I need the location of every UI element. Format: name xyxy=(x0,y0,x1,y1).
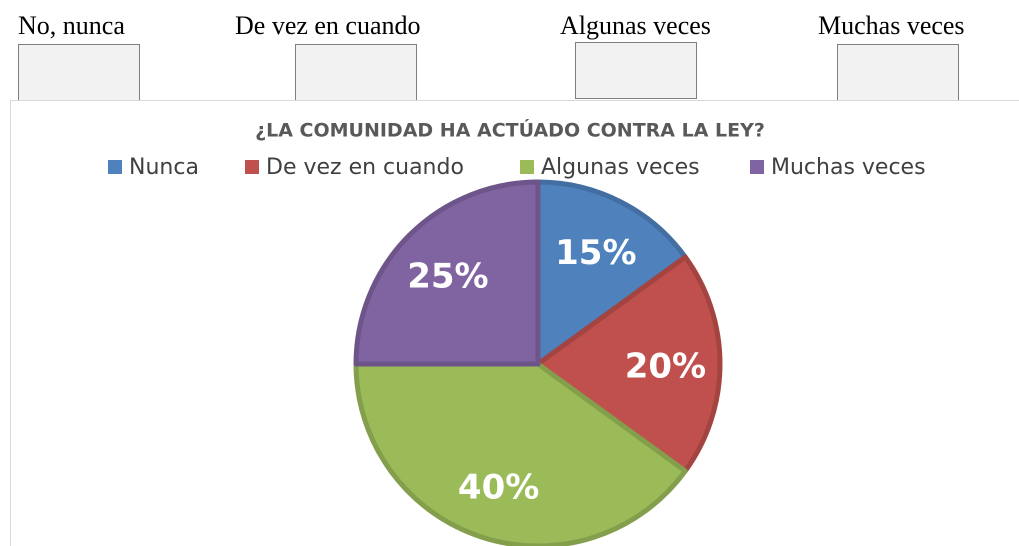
legend-label: Algunas veces xyxy=(541,155,700,180)
option-text: Algunas veces xyxy=(560,11,711,40)
answer-box[interactable] xyxy=(295,44,417,101)
answer-box[interactable] xyxy=(575,42,697,99)
legend-swatch xyxy=(750,160,764,174)
pie-slice xyxy=(353,179,541,367)
pie-chart: Nunca De vez en cuando Algunas veces Muchas… xyxy=(108,155,926,546)
legend-swatch xyxy=(245,160,259,174)
legend-label: Nunca xyxy=(129,155,199,180)
option-text: No, nunca xyxy=(18,11,125,40)
data-label: 15% xyxy=(555,233,636,273)
legend-label: Muchas veces xyxy=(771,155,926,180)
pie-slice xyxy=(535,254,723,474)
pie-slice xyxy=(535,179,688,367)
chart-title: ¿LA COMUNIDAD HA ACTÚADO CONTRA LA LEY? xyxy=(255,118,765,142)
pie-slice xyxy=(353,361,688,546)
chart-border xyxy=(10,100,1019,546)
legend-swatch xyxy=(520,160,534,174)
legend-label: De vez en cuando xyxy=(266,155,464,180)
answer-box[interactable] xyxy=(837,44,959,101)
answer-box[interactable] xyxy=(18,44,140,101)
data-label: 25% xyxy=(407,256,488,296)
data-label: 40% xyxy=(458,468,539,508)
legend-swatch xyxy=(108,160,122,174)
data-label: 20% xyxy=(625,347,706,387)
option-text: Muchas veces xyxy=(818,11,965,40)
option-text: De vez en cuando xyxy=(235,11,421,40)
